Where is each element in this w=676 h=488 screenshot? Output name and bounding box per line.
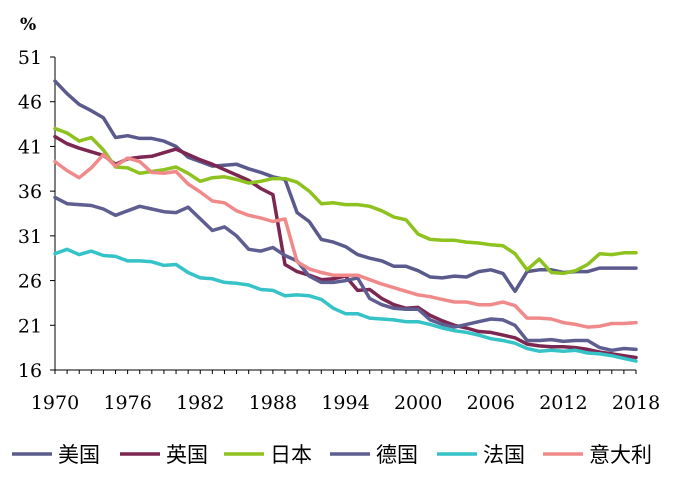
y-tick-label: 21 (18, 315, 42, 337)
y-tick-label: 51 (18, 47, 42, 69)
legend-label: 美国 (58, 443, 100, 467)
series-layer (53, 79, 638, 363)
x-tick-label: 1976 (103, 392, 151, 414)
x-tick-label: 2000 (394, 392, 442, 414)
x-tick-label: 2012 (539, 392, 587, 414)
legend-item-3: 德国 (330, 443, 418, 467)
y-tick-label: 41 (18, 136, 42, 158)
y-tick-label: 26 (18, 271, 42, 293)
x-tick-label: 1988 (249, 392, 297, 414)
legend-item-1: 英国 (120, 443, 208, 467)
y-axis-label: % (20, 15, 36, 35)
legend-label: 意大利 (589, 443, 652, 467)
legend-item-5: 意大利 (543, 443, 652, 467)
legend-item-0: 美国 (12, 443, 100, 467)
y-tick-label: 31 (18, 226, 42, 248)
legend-label: 英国 (166, 443, 208, 467)
x-tick-label: 2006 (467, 392, 515, 414)
y-tick-label: 46 (18, 92, 42, 114)
series-line-2 (53, 126, 638, 276)
legend-label: 德国 (376, 443, 418, 467)
y-tick-label: 16 (18, 360, 42, 382)
series-line-5 (53, 152, 638, 329)
x-tick-label: 1994 (321, 392, 369, 414)
legend-item-2: 日本 (224, 443, 312, 467)
y-tick-label: 36 (18, 181, 42, 203)
axes: 16 21 26 31 36 41 46 51 1970 1976 1982 1988 1994 2000… (18, 47, 660, 414)
legend-item-4: 法国 (437, 443, 525, 467)
x-tick-label: 2018 (612, 392, 660, 414)
series-line-4 (53, 247, 638, 363)
legend-label: 日本 (270, 443, 312, 467)
x-tick-label: 1970 (31, 392, 79, 414)
x-tick-label: 1982 (176, 392, 224, 414)
series-line-3 (53, 195, 638, 353)
legend-label: 法国 (483, 443, 525, 467)
series-line-0 (53, 79, 638, 294)
legend: 美国 英国 日本 德国 法国 意大利 (12, 443, 652, 467)
